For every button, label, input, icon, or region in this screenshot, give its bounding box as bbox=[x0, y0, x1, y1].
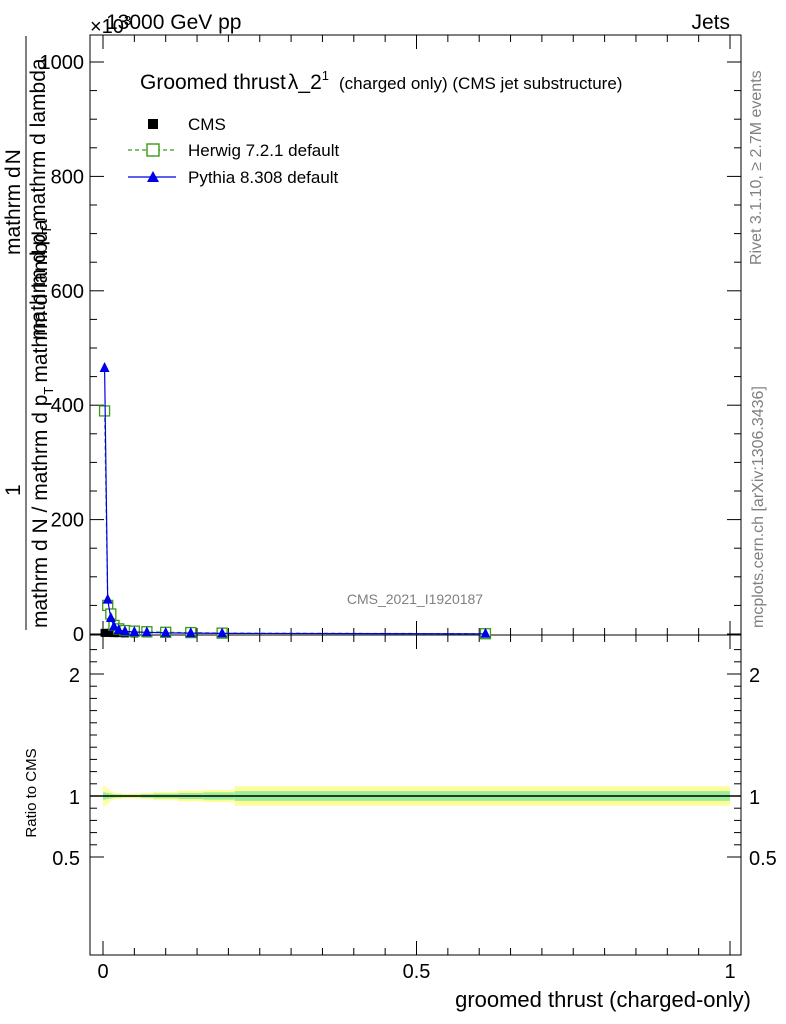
rivet-version-label: Rivet 3.1.10, ≥ 2.7M events bbox=[748, 70, 765, 265]
header-process: 13000 GeV pp bbox=[106, 11, 241, 34]
data-point-pythia bbox=[113, 623, 124, 634]
main-y-tick-label: 200 bbox=[51, 510, 84, 532]
x-tick-label: 1 bbox=[724, 961, 735, 983]
ratio-y-tick-label: 1 bbox=[69, 787, 80, 809]
x-axis-label: groomed thrust (charged-only) bbox=[455, 987, 751, 1012]
y-label-upper-denominator: mathrm d pTmathrm d lambda bbox=[27, 58, 54, 340]
data-point-pythia bbox=[480, 627, 491, 638]
main-y-tick-label: 800 bbox=[51, 166, 84, 188]
ratio-plot-frame bbox=[89, 634, 742, 956]
main-y-axis-label: 1 mathrm d N / mathrm d pTmathrm d lambd… bbox=[2, 36, 56, 630]
scale-multiplier: ×103 bbox=[90, 13, 131, 38]
ratio-y-tick-label-right: 0.5 bbox=[749, 848, 777, 870]
data-point-pythia bbox=[129, 625, 140, 636]
ratio-y-tick-label: 0.5 bbox=[52, 848, 80, 870]
x-tick-label: 0.5 bbox=[403, 961, 431, 983]
main-y-tick-label: 400 bbox=[51, 395, 84, 417]
legend-pythia-marker bbox=[147, 171, 159, 182]
legend-herwig-marker bbox=[146, 143, 160, 157]
data-point-pythia bbox=[102, 593, 113, 604]
x-axis-ticks: 0 0.5 1 bbox=[97, 35, 736, 983]
ratio-y-axis-label: Ratio to CMS bbox=[23, 748, 40, 837]
mcplots-label: mcplots.cern.ch [arXiv:1306.3436] bbox=[750, 386, 767, 628]
legend-herwig-label: Herwig 7.2.1 default bbox=[188, 141, 339, 160]
data-point-pythia bbox=[185, 627, 196, 638]
header-jets: Jets bbox=[691, 11, 730, 34]
data-point-pythia bbox=[217, 627, 228, 638]
y-label-denominator: mathrm d N / mathrm d pTmathrm d lambda bbox=[29, 219, 56, 628]
analysis-watermark: CMS_2021_I1920187 bbox=[347, 591, 483, 607]
main-y-tick-label: 0 bbox=[73, 624, 84, 646]
legend: CMS Herwig 7.2.1 default Pythia 8.308 de… bbox=[128, 115, 339, 187]
data-point-pythia bbox=[119, 625, 130, 636]
ratio-y-tick-label-right: 2 bbox=[749, 665, 760, 687]
data-point-pythia bbox=[108, 620, 119, 631]
main-y-tick-label: 1000 bbox=[40, 52, 85, 74]
y-label-one: 1 bbox=[2, 484, 25, 496]
legend-cms-marker bbox=[148, 119, 158, 129]
legend-pythia-label: Pythia 8.308 default bbox=[188, 168, 339, 187]
legend-cms-label: CMS bbox=[188, 115, 226, 134]
main-y-axis-ticks: 0 200 400 600 800 1000 bbox=[40, 52, 741, 646]
x-tick-label: 0 bbox=[97, 961, 108, 983]
main-y-tick-label: 600 bbox=[51, 281, 84, 303]
plot-title: Groomed thrustλ_21 (charged only) (CMS je… bbox=[140, 68, 622, 94]
data-point-pythia bbox=[99, 362, 110, 373]
ratio-y-tick-label: 2 bbox=[69, 665, 80, 687]
ratio-y-tick-label-right: 1 bbox=[749, 787, 760, 809]
series-layer bbox=[98, 362, 492, 640]
data-point-pythia bbox=[105, 611, 116, 622]
data-point-pythia bbox=[160, 626, 171, 637]
ratio-y-axis-ticks: 0.5 0.5 1 1 2 2 bbox=[52, 649, 777, 870]
y-label-numerator: mathrm dN bbox=[2, 149, 25, 255]
data-point-pythia bbox=[141, 626, 152, 637]
